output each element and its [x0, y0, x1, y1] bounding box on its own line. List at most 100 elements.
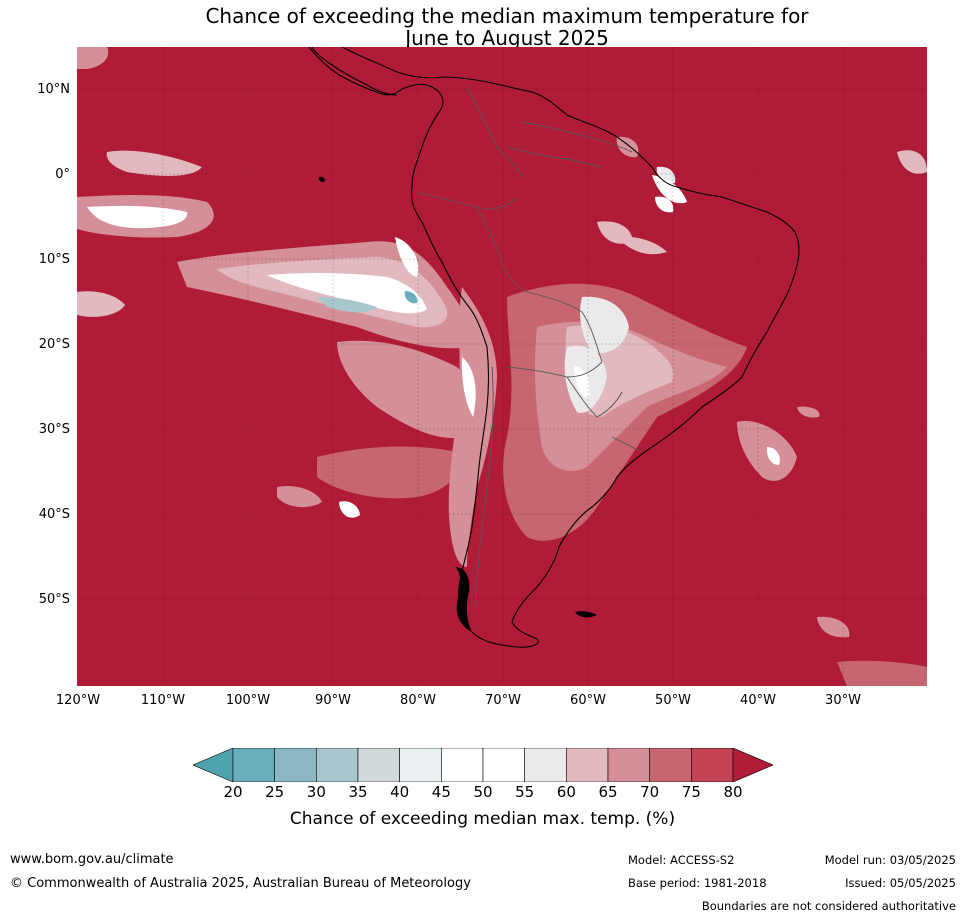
colorbar-tick-label: 60	[556, 783, 576, 801]
colorbar-bin	[232, 747, 275, 783]
border-bolivia-brazil	[526, 291, 603, 363]
footer-model-run: Model run: 03/05/2025	[824, 853, 956, 867]
patch-south-pacific-white	[339, 501, 360, 518]
lat-label-30s: 30°S	[38, 422, 70, 437]
patagonia-archipelago	[455, 567, 472, 632]
central-america-coastline	[311, 47, 398, 96]
map-canvas	[77, 47, 927, 686]
colorbar-bin	[607, 747, 650, 783]
patch-west-pacific-north	[106, 150, 202, 176]
patch-amazon-5	[616, 136, 639, 158]
colorbar-tick-label: 80	[723, 783, 743, 801]
colorbar-tick-label: 40	[390, 783, 410, 801]
colorbar-bin	[441, 747, 484, 783]
colorbar-arrow-high	[732, 747, 774, 783]
lon-label-100w: 100°W	[225, 693, 271, 708]
graticule	[77, 47, 927, 686]
probability-patches	[77, 47, 927, 686]
footer-model: Model: ACCESS-S2	[628, 853, 735, 867]
colorbar-tick-label: 70	[640, 783, 660, 801]
colorbar-bin	[691, 747, 734, 783]
patch-atlantic-south	[817, 616, 850, 638]
south-america-coastline	[308, 47, 800, 648]
footer-base-period: Base period: 1981-2018	[628, 876, 767, 890]
colorbar-bin	[524, 747, 567, 783]
lat-label-50s: 50°S	[38, 592, 70, 607]
colorbar-bin	[482, 747, 525, 783]
colorbar-tick-label: 35	[348, 783, 368, 801]
patch-guianas-white	[652, 175, 687, 204]
colorbar-tick-label: 50	[473, 783, 493, 801]
lon-label-60w: 60°W	[570, 693, 606, 708]
patch-amazon-3	[617, 236, 667, 255]
title-line-1: Chance of exceeding the median maximum t…	[205, 4, 809, 28]
patch-west-pacific-white	[87, 205, 188, 229]
lon-label-40w: 40°W	[740, 693, 776, 708]
footer-copyright: © Commonwealth of Australia 2025, Austra…	[10, 876, 471, 891]
border-chile-argentina	[474, 366, 494, 608]
footer-issued: Issued: 05/05/2025	[845, 876, 956, 890]
map-title: Chance of exceeding the median maximum t…	[0, 5, 965, 49]
lon-label-30w: 30°W	[825, 693, 861, 708]
country-borders	[416, 86, 643, 608]
lon-label-50w: 50°W	[655, 693, 691, 708]
colorbar-bin	[649, 747, 692, 783]
colorbar-bin	[316, 747, 359, 783]
patch-peru-offshore-blue	[317, 297, 377, 313]
border-peru-brazil	[476, 206, 528, 293]
title-line-2: June to August 2025	[405, 26, 609, 50]
colorbar-bin	[274, 747, 317, 783]
lat-label-10n: 10°N	[37, 82, 70, 97]
lat-label-10s: 10°S	[38, 252, 70, 267]
patch-amazon-2	[655, 196, 674, 213]
map-panel	[77, 47, 927, 686]
patch-atlantic-east	[897, 150, 927, 174]
colorbar-arrow-low	[192, 747, 234, 783]
colorbar-graphic	[192, 747, 774, 783]
patch-northwest-corner	[77, 47, 109, 69]
colorbar-bin	[399, 747, 442, 783]
lat-label-40s: 40°S	[38, 507, 70, 522]
map-background	[77, 47, 927, 686]
lon-label-110w: 110°W	[140, 693, 186, 708]
colorbar-tick-label: 20	[223, 783, 243, 801]
patch-peru-coast-white	[395, 237, 419, 277]
colorbar-label: Chance of exceeding median max. temp. (%…	[289, 809, 676, 829]
border-paraguay	[566, 376, 623, 418]
patch-south-pacific-2	[317, 446, 460, 499]
lon-label-90w: 90°W	[315, 693, 351, 708]
patch-andes-corridor	[448, 287, 497, 567]
patch-peru-offshore-white	[267, 272, 427, 314]
patch-andes-white	[461, 357, 476, 417]
falkland-islands	[575, 611, 597, 618]
footer-website: www.bom.gov.au/climate	[10, 852, 174, 867]
colorbar-tick-label: 75	[681, 783, 701, 801]
lon-label-80w: 80°W	[400, 693, 436, 708]
border-guianas	[521, 121, 633, 153]
lat-label-0: 0°	[55, 167, 70, 182]
colorbar-tick-label: 30	[306, 783, 326, 801]
lon-label-70w: 70°W	[485, 693, 521, 708]
footer-disclaimer: Boundaries are not considered authoritat…	[701, 899, 956, 913]
colorbar-bin	[357, 747, 400, 783]
patch-atlantic-1-white	[766, 447, 780, 465]
lat-label-20s: 20°S	[38, 337, 70, 352]
colorbar-swatches	[192, 747, 774, 783]
border-colombia-venezuela	[466, 86, 523, 178]
colorbar-tick-label: 45	[431, 783, 451, 801]
galapagos-islands	[318, 176, 325, 182]
colorbar-tick-label: 25	[265, 783, 285, 801]
patch-south-pacific-3	[277, 485, 322, 508]
patch-atlantic-2	[797, 406, 820, 418]
patch-interior-grey	[580, 296, 629, 354]
lon-label-120w: 120°W	[55, 693, 101, 708]
colorbar-tick-label: 55	[515, 783, 535, 801]
border-venezuela-brazil	[506, 146, 603, 168]
colorbar-tick-label: 65	[598, 783, 618, 801]
patch-peru-offshore-dark-blue	[404, 291, 418, 304]
patch-far-west-white	[77, 291, 125, 317]
patch-south-pacific-1	[337, 340, 473, 438]
colorbar-bin	[566, 747, 609, 783]
border-uruguay	[611, 436, 643, 453]
patch-chaco-white	[574, 366, 590, 398]
